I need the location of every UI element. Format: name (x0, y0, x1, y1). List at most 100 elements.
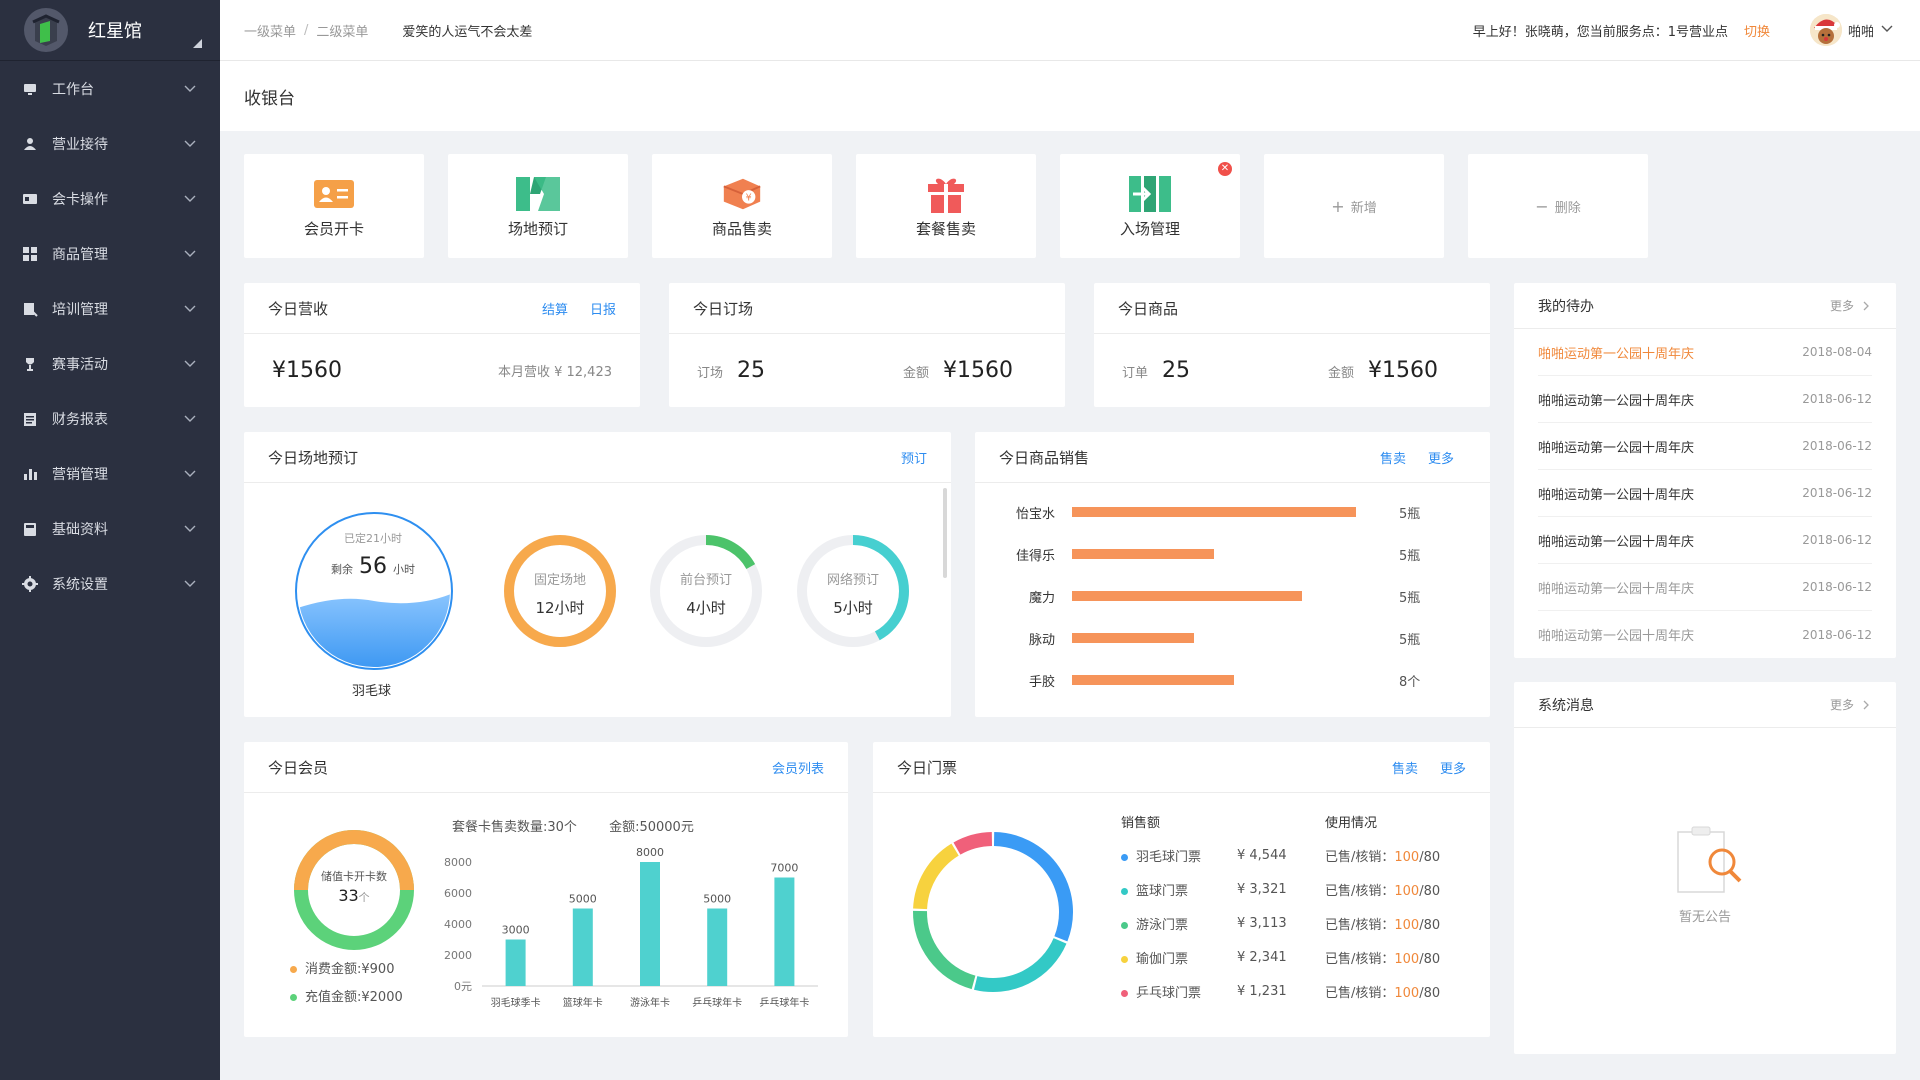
sidebar-item[interactable]: 培训管理 (0, 281, 220, 336)
ticket-row: 瑜伽门票 ¥ 2,341 已售/核销：100/80 (1121, 940, 1475, 974)
bar-category-label: 游泳年卡 (630, 996, 670, 1009)
venue-ring-label: 网络预订 (826, 573, 879, 588)
daily-report-link[interactable]: 日报 (589, 302, 616, 318)
ticket-more-link[interactable]: 更多 (1439, 761, 1466, 777)
ticket-legend-dot (1121, 853, 1128, 861)
quick-action-label: 商品售卖 (711, 219, 772, 238)
goods-bar (1072, 675, 1234, 685)
member-donut-label: 储值卡开卡数 (321, 870, 387, 883)
delete-shortcut-button[interactable]: − 删除 (1468, 154, 1648, 258)
goods-bar (1072, 507, 1356, 517)
sidebar-item[interactable]: 商品管理 (0, 226, 220, 281)
chevron-down-icon[interactable] (1880, 23, 1894, 38)
quick-action-label: 套餐售卖 (915, 219, 976, 238)
badminton-remain-value: 56 (359, 554, 387, 579)
sidebar-item[interactable]: 营销管理 (0, 446, 220, 501)
breadcrumb-level-2[interactable]: 二级菜单 (316, 24, 369, 40)
ticket-row: 游泳门票 ¥ 3,113 已售/核销：100/80 (1121, 906, 1475, 940)
ticket-total: /80 (1419, 917, 1441, 933)
package-sale-button[interactable]: 套餐售卖 (856, 154, 1036, 258)
gear-icon (22, 575, 38, 592)
sidebar-item[interactable]: 营业接待 (0, 116, 220, 171)
chevron-down-icon (182, 191, 198, 207)
booking-amount: ¥1560 (943, 358, 1013, 383)
goods-sales-title: 今日商品销售 (999, 448, 1090, 467)
ticket-total: /80 (1419, 849, 1441, 865)
todo-item[interactable]: 啪啪运动第一公园十周年庆 2018-06-12 (1538, 423, 1872, 470)
remove-shortcut-icon[interactable]: ✕ (1218, 162, 1232, 176)
ticket-usage-label: 已售/核销： (1325, 985, 1395, 1001)
bar-category-label: 羽毛球季卡 (491, 996, 541, 1009)
bar (774, 877, 795, 986)
member-card-open-button[interactable]: 会员开卡 (244, 154, 424, 258)
sidebar-menu: 工作台 营业接待 会卡操作 商品管理 培训管理 赛事活动 财务报表 营销管理 基础资料 系统设置 (0, 61, 220, 611)
sidebar-item[interactable]: 财务报表 (0, 391, 220, 446)
quick-action-label: 入场管理 (1119, 219, 1180, 238)
todo-item[interactable]: 啪啪运动第一公园十周年庆 2018-06-12 (1538, 470, 1872, 517)
goods-stat-card: 今日商品 订单 25 金额 ¥1560 (1094, 283, 1490, 407)
settle-link[interactable]: 结算 (541, 302, 568, 318)
ticket-legend-dot (1121, 921, 1128, 929)
venue-scrollbar[interactable] (943, 488, 947, 578)
members-title: 今日会员 (268, 758, 329, 777)
member-list-link[interactable]: 会员列表 (771, 761, 824, 777)
todo-item[interactable]: 啪啪运动第一公园十周年庆 2018-06-12 (1538, 611, 1872, 658)
trophy-icon (22, 356, 38, 372)
gift-icon (924, 174, 968, 214)
book-venue-link[interactable]: 预订 (900, 451, 927, 467)
todo-list: 啪啪运动第一公园十周年庆 2018-08-04 啪啪运动第一公园十周年庆 2018-0… (1514, 329, 1896, 658)
ticket-amount: ¥ 4,544 (1237, 847, 1287, 863)
breadcrumb-level-1[interactable]: 一级菜单 (244, 24, 297, 40)
goods-more-link[interactable]: 更多 (1427, 451, 1454, 467)
entrance-management-button[interactable]: 入场管理 ✕ (1060, 154, 1240, 258)
ticket-usage-cell: 已售/核销：100/80 (1325, 846, 1475, 865)
revenue-title: 今日营收 (268, 299, 329, 318)
ticket-sell-link[interactable]: 售卖 (1391, 761, 1418, 777)
goods-sell-link[interactable]: 售卖 (1379, 451, 1406, 467)
add-shortcut-button[interactable]: + 新增 (1264, 154, 1444, 258)
system-more-link[interactable]: 更多 (1830, 696, 1872, 713)
sidebar-item[interactable]: 工作台 (0, 61, 220, 116)
member-donut-unit: 个 (358, 891, 370, 904)
badminton-remain-unit: 小时 (393, 563, 415, 576)
venue-ring-label: 前台预订 (679, 573, 732, 588)
ticket-used: 100 (1394, 849, 1420, 865)
ticket-usage-cell: 已售/核销：100/80 (1325, 982, 1475, 1001)
sidebar-collapse-icon[interactable] (193, 39, 202, 48)
breadcrumb: 一级菜单 / 二级菜单 (244, 21, 368, 40)
user-name[interactable]: 啪啪 (1847, 24, 1874, 40)
sidebar-item[interactable]: 会卡操作 (0, 171, 220, 226)
todo-item[interactable]: 啪啪运动第一公园十周年庆 2018-06-12 (1538, 376, 1872, 423)
sidebar-item[interactable]: 赛事活动 (0, 336, 220, 391)
avatar[interactable] (1809, 14, 1842, 46)
ticket-amount: ¥ 3,321 (1237, 881, 1287, 897)
bar-y-tick: 2000 (444, 949, 472, 962)
todo-item[interactable]: 啪啪运动第一公园十周年庆 2018-06-12 (1538, 517, 1872, 564)
todo-item[interactable]: 啪啪运动第一公园十周年庆 2018-08-04 (1538, 329, 1872, 376)
todo-more-link[interactable]: 更多 (1830, 297, 1872, 314)
revenue-amount: ¥1560 (272, 358, 342, 383)
sidebar-item[interactable]: 系统设置 (0, 556, 220, 611)
product-sale-button[interactable]: ¥ 商品售卖 (652, 154, 832, 258)
top-header: 一级菜单 / 二级菜单 爱笑的人运气不会太差 早上好！张晓萌，您当前服务点：1号… (220, 0, 1920, 61)
venue-booking-button[interactable]: 场地预订 (448, 154, 628, 258)
header-user-area: 早上好！张晓萌，您当前服务点：1号营业点 切换 啪啪 (1473, 14, 1894, 46)
chevron-down-icon (182, 411, 198, 427)
badminton-remain-label: 剩余 (331, 563, 353, 576)
bar-y-tick: 6000 (444, 887, 472, 900)
todo-item-title: 啪啪运动第一公园十周年庆 (1538, 487, 1695, 503)
system-message-title: 系统消息 (1538, 697, 1594, 714)
todo-item-date: 2018-06-12 (1802, 486, 1872, 500)
sidebar-item[interactable]: 基础资料 (0, 501, 220, 556)
ticket-usage-cell: 已售/核销：100/80 (1325, 880, 1475, 899)
goods-name: 脉动 (1028, 633, 1055, 648)
ticket-legend-dot (1121, 955, 1128, 963)
bar (640, 862, 660, 986)
todo-item[interactable]: 啪啪运动第一公园十周年庆 2018-06-12 (1538, 564, 1872, 611)
switch-service-point-link[interactable]: 切换 (1743, 24, 1770, 40)
ticket-table: 销售额 使用情况 羽毛球门票 ¥ 4,544 已售/核销：100/80 篮球门票 ¥ 3… (1121, 812, 1475, 1008)
ticket-usage-cell: 已售/核销：100/80 (1325, 948, 1475, 967)
ticket-amount: ¥ 2,341 (1237, 949, 1287, 965)
venue-ring-value: 4小时 (686, 599, 726, 617)
ticket-donut-slice (974, 937, 1067, 992)
